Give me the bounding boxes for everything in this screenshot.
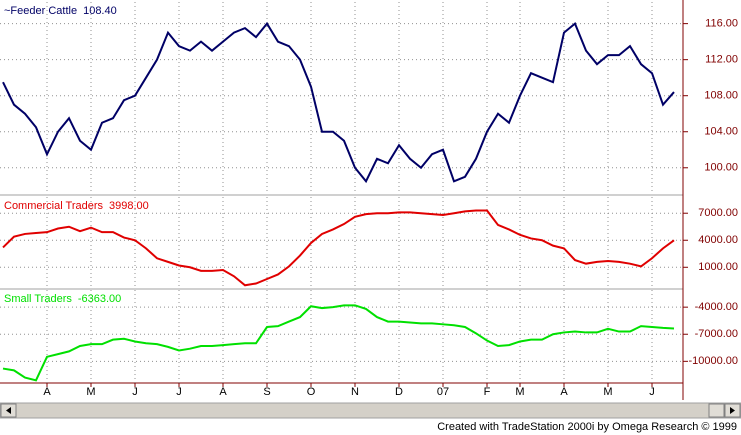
pane-last-value: 3998.00 [109,200,149,212]
x-tick-label: 07 [437,386,449,398]
x-tick-label: A [560,386,568,398]
arrow-icon [6,407,11,414]
footer: Created with TradeStation 2000i by Omega… [437,421,737,433]
x-tick-label: F [484,386,491,398]
x-tick-label: N [351,386,359,398]
data-line [2,21,675,184]
y-tick-label: 116.00 [705,18,738,30]
data-line [2,304,675,382]
y-tick-label: 1000.00 [698,261,738,273]
x-tick-label: M [86,386,95,398]
pane-last-value: 108.40 [83,5,117,17]
y-tick-label: -7000.00 [695,328,738,340]
y-tick-label: 108.00 [704,90,738,102]
pane-title: Small Traders [4,293,72,305]
y-tick-label: 104.00 [704,126,738,138]
data-line [2,209,675,287]
scroll-track[interactable] [0,402,741,419]
pane-title: Commercial Traders [4,200,104,212]
x-tick-label: A [43,386,51,398]
pane-last-value: -6363.00 [78,293,121,305]
x-tick-label: A [219,386,227,398]
x-tick-label: J [132,386,138,398]
x-tick-label: D [395,386,403,398]
pane-title: ~Feeder Cattle [4,5,77,17]
y-tick-label: 112.00 [705,54,738,66]
scroll-thumb[interactable] [708,403,725,418]
y-tick-label: -10000.00 [688,355,738,367]
x-tick-label: O [307,386,316,398]
x-tick-label: M [515,386,524,398]
x-tick-label: J [649,386,655,398]
x-tick-label: J [176,386,182,398]
y-tick-label: -4000.00 [695,301,738,313]
y-tick-label: 7000.00 [698,207,738,219]
scrollbar[interactable] [0,402,741,419]
y-tick-label: 4000.00 [698,234,738,246]
x-tick-label: M [603,386,612,398]
y-tick-label: 100.00 [704,162,738,174]
x-tick-label: S [263,386,270,398]
arrow-icon [730,407,735,414]
